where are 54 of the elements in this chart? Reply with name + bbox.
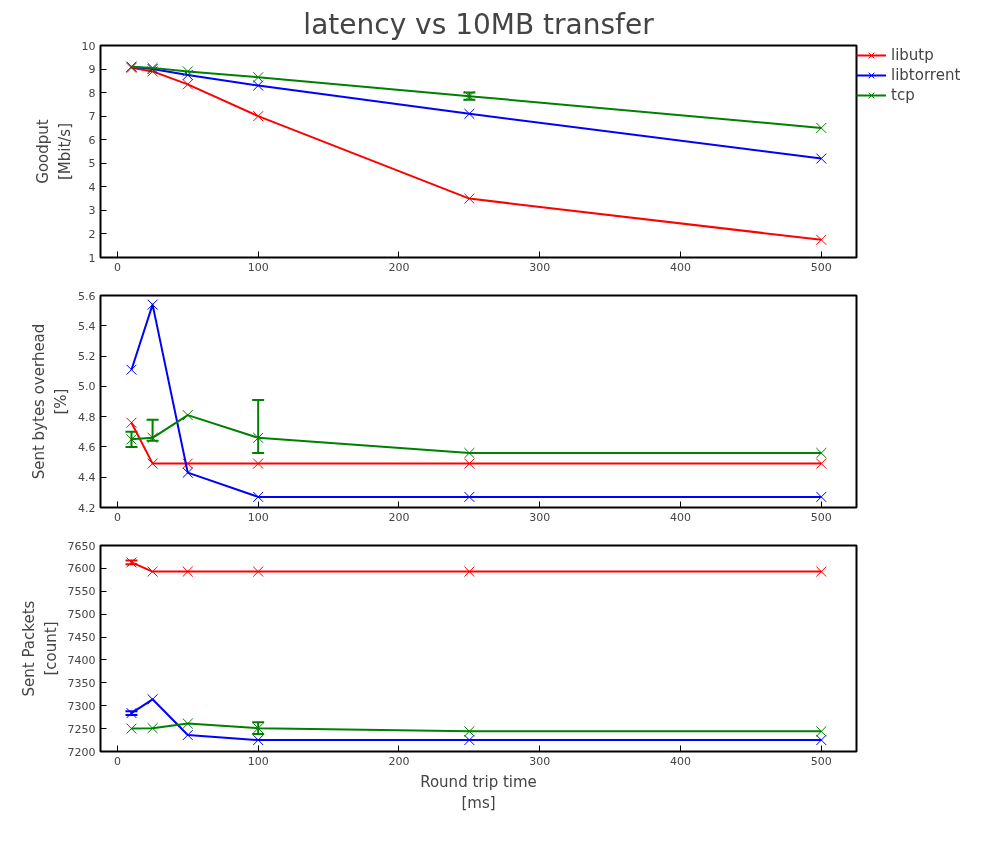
y-tick-label: 9: [88, 63, 96, 77]
y-tick-label: 6: [88, 133, 96, 147]
x-tick-label: 100: [247, 510, 269, 524]
y-tick-label: 7250: [67, 722, 96, 736]
y-tick-label: 7200: [67, 745, 96, 759]
y-tick-label: 5.2: [78, 350, 96, 364]
x-axis-title: Round trip time [ms]: [420, 772, 537, 813]
y-tick-label: 7350: [67, 676, 96, 690]
y-tick-label: 4.4: [78, 471, 96, 485]
y-tick-label: 1: [88, 251, 96, 265]
x-tick-label: 300: [529, 754, 551, 768]
x-tick-label: 500: [810, 754, 832, 768]
y-tick-label: 7450: [67, 631, 96, 645]
y-tick-label: 7650: [67, 539, 96, 553]
y-tick-label: 5.4: [78, 319, 96, 333]
x-tick-label: 100: [247, 754, 269, 768]
x-tick-label: 0: [113, 754, 121, 768]
y-tick-label: 7550: [67, 585, 96, 599]
x-tick-label: 400: [670, 510, 692, 524]
y-axis-title: Sent bytes overhead [%]: [30, 323, 71, 480]
y-tick-label: 5: [88, 157, 96, 171]
y-tick-label: 3: [88, 204, 96, 218]
y-tick-label: 4.6: [78, 440, 96, 454]
x-tick-label: 0: [113, 260, 121, 274]
y-tick-label: 4: [88, 180, 96, 194]
y-tick-label: 10: [81, 39, 96, 53]
x-tick-label: 500: [810, 260, 832, 274]
legend-label: libutp: [891, 46, 935, 64]
x-tick-label: 400: [670, 754, 692, 768]
y-tick-label: 4.2: [78, 501, 96, 515]
x-tick-label: 300: [529, 260, 551, 274]
x-tick-label: 400: [670, 260, 692, 274]
y-tick-label: 5.0: [78, 380, 96, 394]
y-axis-title: Sent Packets [count]: [19, 600, 60, 697]
chart-title: latency vs 10MB transfer: [303, 7, 655, 41]
x-tick-label: 200: [388, 510, 410, 524]
y-tick-label: 8: [88, 86, 96, 100]
y-tick-label: 7400: [67, 653, 96, 667]
y-tick-label: 7500: [67, 608, 96, 622]
x-tick-label: 300: [529, 510, 551, 524]
x-tick-label: 200: [388, 260, 410, 274]
y-tick-label: 2: [88, 227, 96, 241]
y-tick-label: 4.8: [78, 410, 96, 424]
x-tick-label: 500: [810, 510, 832, 524]
x-tick-label: 100: [247, 260, 269, 274]
y-axis-title: Goodput [Mbit/s]: [33, 119, 74, 184]
y-tick-label: 7600: [67, 562, 96, 576]
y-tick-label: 7: [88, 110, 96, 124]
y-tick-label: 7300: [67, 699, 96, 713]
y-tick-label: 5.6: [78, 289, 96, 303]
legend-label: tcp: [891, 86, 916, 104]
legend-label: libtorrent: [891, 66, 962, 84]
x-tick-label: 0: [113, 510, 121, 524]
x-tick-label: 200: [388, 754, 410, 768]
